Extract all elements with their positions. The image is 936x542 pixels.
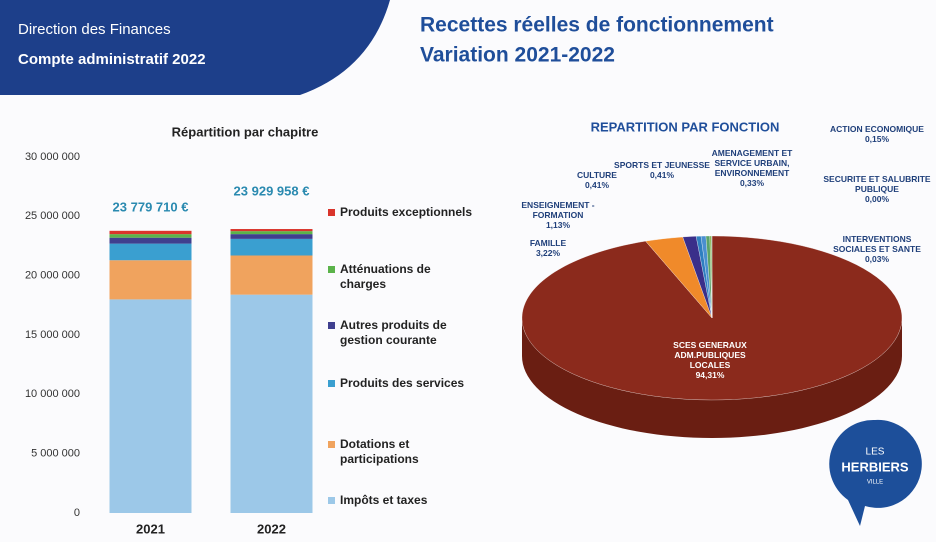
legend-label: Atténuations de charges xyxy=(340,262,431,291)
legend-item: Produits des services xyxy=(328,376,478,391)
slice-name: ACTION ECONOMIQUE xyxy=(830,124,924,134)
pie-label: ACTION ECONOMIQUE 0,15% xyxy=(822,124,932,144)
slice-name: FAMILLE xyxy=(529,238,567,248)
slice-value: 0,41% xyxy=(584,180,610,190)
slice-value: 1,13% xyxy=(545,220,571,230)
bar-segment xyxy=(109,260,192,300)
legend-item: Impôts et taxes xyxy=(328,493,478,508)
slice-value: 0,00% xyxy=(864,194,890,204)
slice-value: 0,41% xyxy=(649,170,675,180)
pie-label: SCES GENERAUX ADM.PUBLIQUES LOCALES 94,31… xyxy=(655,340,765,380)
legend-label: Produits exceptionnels xyxy=(340,205,473,219)
pie-label: AMENAGEMENT ET SERVICE URBAIN, ENVIRONNE… xyxy=(697,148,807,188)
bar-segment xyxy=(109,230,192,235)
bar-segment xyxy=(109,237,192,244)
bar-segment xyxy=(230,294,313,513)
slice-name: CULTURE xyxy=(577,170,617,180)
pie-label: CULTURE 0,41% xyxy=(542,170,652,190)
logo-text: VILLE xyxy=(867,480,883,486)
y-tick-label: 30 000 000 xyxy=(25,151,80,163)
x-tick-label: 2021 xyxy=(136,521,165,536)
legend-swatch xyxy=(328,322,335,329)
legend-item: Produits exceptionnels xyxy=(328,205,478,220)
pie-label: FAMILLE 3,22% xyxy=(493,238,603,258)
header-band xyxy=(0,0,390,95)
y-tick-label: 10 000 000 xyxy=(25,388,80,400)
total-label: 23 929 958 € xyxy=(234,183,310,198)
y-tick-label: 20 000 000 xyxy=(25,270,80,282)
subtitle: Variation 2021-2022 xyxy=(420,44,615,67)
bar-segment xyxy=(109,234,192,238)
pie-title: REPARTITION PAR FONCTION xyxy=(591,119,780,134)
slice-value: 0,03% xyxy=(864,254,890,264)
slice-value: 3,22% xyxy=(535,248,561,258)
legend-label: Dotations et participations xyxy=(340,437,419,466)
slice-name: SPORTS ET JEUNESSE xyxy=(614,160,710,170)
logo-text: HERBIERS xyxy=(841,459,909,474)
bar-segment xyxy=(230,238,313,256)
bar-segment xyxy=(109,243,192,261)
legend-label: Autres produits de gestion courante xyxy=(340,318,447,347)
pie-label: SPORTS ET JEUNESSE 0,41% xyxy=(607,160,717,180)
logo-text: LES xyxy=(866,447,885,458)
slice-name: AMENAGEMENT ET SERVICE URBAIN, ENVIRONNE… xyxy=(711,148,793,178)
y-tick-label: 5 000 000 xyxy=(31,448,80,460)
legend-item: Autres produits de gestion courante xyxy=(328,318,478,348)
bar-segment xyxy=(109,299,192,513)
legend-swatch xyxy=(328,441,335,448)
slice-name: SCES GENERAUX ADM.PUBLIQUES LOCALES xyxy=(673,340,747,370)
y-tick-label: 25 000 000 xyxy=(25,210,80,222)
bar-segment xyxy=(230,229,313,232)
legend-item: Atténuations de charges xyxy=(328,262,478,292)
slice-name: ENSEIGNEMENT - FORMATION xyxy=(521,200,595,220)
slice-value: 0,33% xyxy=(739,178,765,188)
legend-swatch xyxy=(328,380,335,387)
y-tick-label: 0 xyxy=(74,507,80,519)
pie-side xyxy=(522,318,902,438)
legend-swatch xyxy=(328,209,335,216)
bar-segment xyxy=(230,234,313,239)
slice-name: SECURITE ET SALUBRITE PUBLIQUE xyxy=(823,174,931,194)
title: Recettes réelles de fonctionnement xyxy=(420,14,774,37)
bar-segment xyxy=(230,255,313,295)
pie-label: INTERVENTIONS SOCIALES ET SANTE 0,03% xyxy=(822,234,932,264)
legend-swatch xyxy=(328,266,335,273)
document: Compte administratif 2022 xyxy=(18,51,206,68)
bar-segment xyxy=(230,231,313,235)
legend-label: Produits des services xyxy=(340,376,465,390)
logo-shape xyxy=(829,419,922,526)
y-tick-label: 15 000 000 xyxy=(25,329,80,341)
department: Direction des Finances xyxy=(18,21,171,38)
pie-label: SECURITE ET SALUBRITE PUBLIQUE 0,00% xyxy=(822,174,932,204)
slice-value: 94,31% xyxy=(695,370,725,380)
legend-label: Impôts et taxes xyxy=(340,493,428,507)
slice-value: 0,15% xyxy=(864,134,890,144)
x-tick-label: 2022 xyxy=(257,521,286,536)
legend-item: Dotations et participations xyxy=(328,437,478,467)
slice-name: INTERVENTIONS SOCIALES ET SANTE xyxy=(833,234,921,254)
bar-title: Répartition par chapitre xyxy=(172,124,319,139)
total-label: 23 779 710 € xyxy=(113,199,189,214)
pie-label: ENSEIGNEMENT - FORMATION 1,13% xyxy=(503,200,613,230)
legend-swatch xyxy=(328,497,335,504)
